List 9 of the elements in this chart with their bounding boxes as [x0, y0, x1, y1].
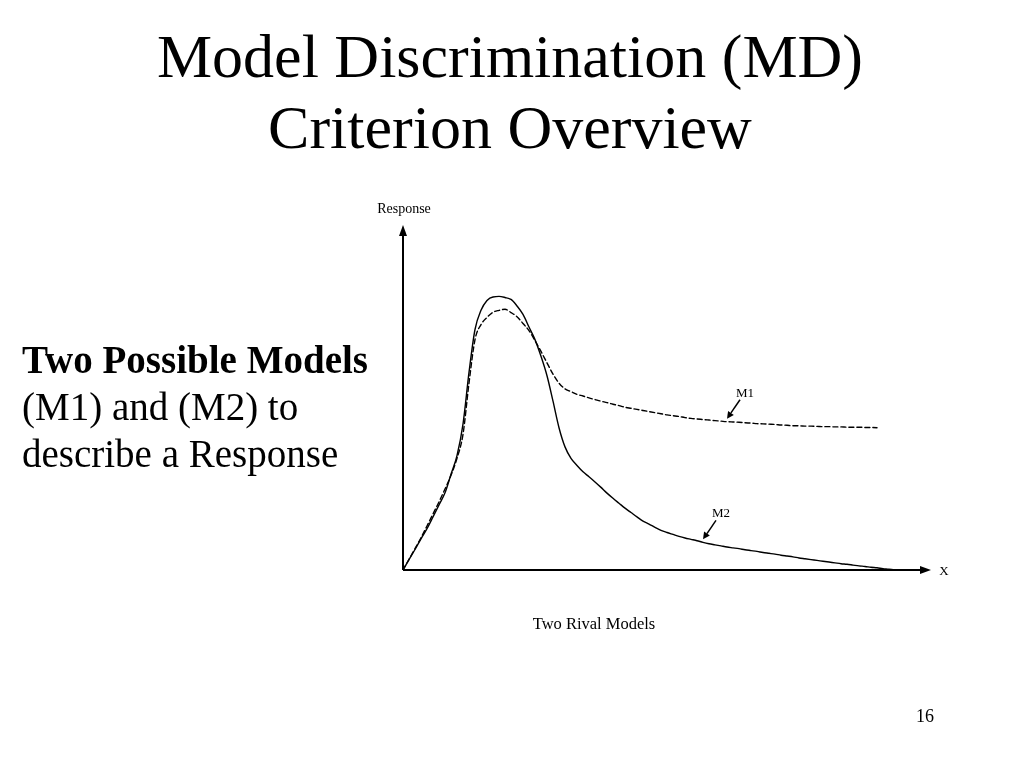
text: Response: [376, 200, 432, 218]
x-axis-title: X: [939, 563, 950, 578]
series-label: M2: [711, 505, 731, 521]
text: 16: [915, 705, 935, 727]
series-label: M1: [735, 384, 755, 400]
chart-title: Model Discrimination (MD) Criterion Overview: [156, 21, 864, 163]
text: (M1) and (M2) to describe a Response: [22, 384, 340, 477]
text: Two Rival Models: [531, 614, 657, 634]
text: Two Possible Models: [22, 337, 368, 383]
